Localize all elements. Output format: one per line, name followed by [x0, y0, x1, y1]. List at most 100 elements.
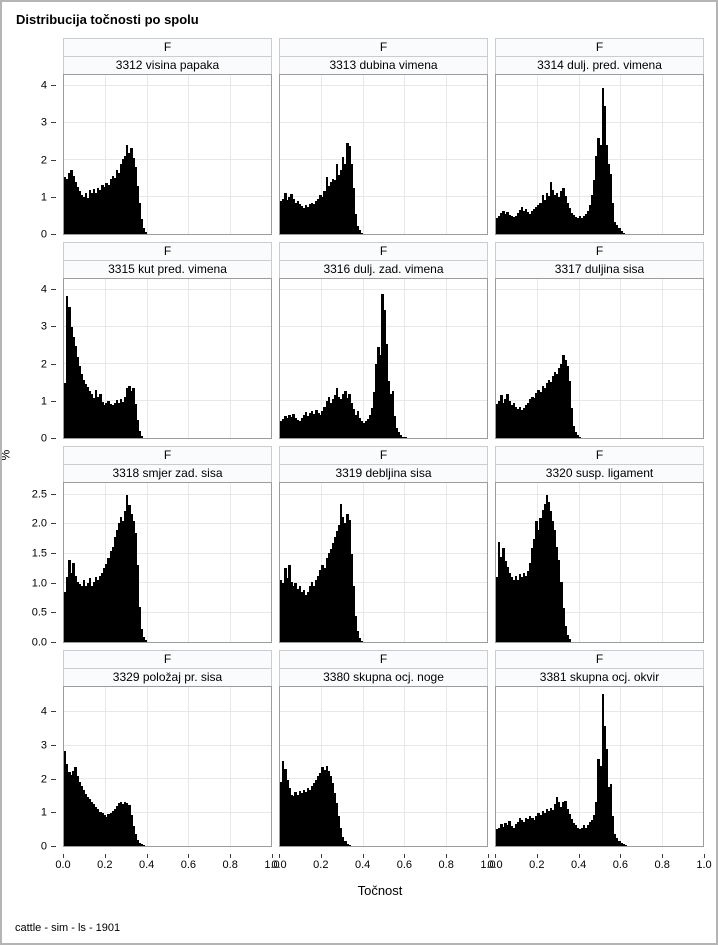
vertical-gridline	[578, 279, 580, 438]
histogram-bar	[140, 844, 143, 846]
panel-group-strip: F	[63, 650, 272, 669]
y-tick-mark	[51, 812, 56, 814]
x-tick-label: 0.8	[438, 859, 454, 871]
lattice-row: 0 1 2 3 4 F 3329 položaj pr. sisa F 3380 skupna …	[10, 650, 704, 852]
histogram-bar	[360, 232, 364, 234]
histogram-bar	[618, 228, 621, 234]
x-axis: 0.0 0.2 0.4 0.6 0.8 1.0 0.0 0.2 0.4 0.6 0.8 1.0 0.0 0…	[10, 854, 712, 874]
plot-area	[63, 686, 272, 847]
histogram-bar	[522, 408, 526, 438]
histogram-bar	[589, 821, 592, 846]
vertical-gridline	[661, 687, 663, 846]
vertical-gridline	[445, 279, 447, 438]
histogram-bar	[97, 809, 100, 846]
histogram-bar	[498, 215, 501, 234]
histogram-bar	[294, 792, 297, 846]
histogram-bar	[132, 388, 135, 438]
horizontal-gridline	[496, 289, 703, 291]
histogram-bar	[130, 148, 133, 234]
y-tick-mark	[51, 642, 56, 643]
histogram-bar	[498, 541, 501, 642]
vertical-gridline	[404, 483, 406, 642]
histogram-bar	[358, 230, 362, 234]
histogram-bar	[533, 208, 536, 234]
horizontal-gridline	[280, 552, 487, 554]
histogram-bar	[574, 217, 578, 234]
y-tick-label: 2	[40, 773, 47, 786]
histogram-bar	[321, 411, 324, 438]
histogram-bar	[292, 586, 295, 642]
histogram-bar	[344, 523, 347, 642]
horizontal-gridline	[496, 400, 703, 402]
histogram-bar	[533, 398, 536, 438]
histogram-bar	[566, 202, 569, 234]
x-tick-label: 0.0	[55, 859, 71, 871]
histogram-bar	[298, 586, 301, 642]
histogram-bar	[529, 213, 532, 234]
horizontal-gridline	[64, 122, 271, 124]
histogram-bar	[529, 399, 532, 438]
histogram-bar	[315, 410, 318, 438]
histogram-bar	[302, 208, 306, 234]
histogram-bar	[611, 815, 615, 846]
histogram-bar	[564, 625, 567, 642]
histogram-bar	[553, 530, 557, 642]
histogram-bar	[529, 815, 532, 846]
histogram-bar	[574, 432, 578, 438]
histogram-bar	[327, 396, 330, 438]
histogram-bar	[352, 409, 355, 438]
histogram-bar	[111, 810, 114, 846]
histogram-bar	[78, 584, 81, 642]
histogram-bar	[107, 814, 110, 846]
histogram-bar	[88, 390, 92, 438]
histogram-bar	[136, 420, 139, 438]
vertical-gridline	[105, 279, 107, 438]
histogram-bar	[350, 163, 353, 234]
histogram-bar	[562, 187, 565, 234]
histogram-bar	[64, 591, 67, 642]
histogram-bar	[622, 844, 625, 846]
histogram-bar	[369, 415, 372, 438]
histogram-bar	[387, 380, 390, 438]
histogram-bar	[311, 411, 314, 438]
histogram-bar	[78, 191, 81, 234]
histogram-bar	[70, 327, 73, 438]
histogram-bar	[331, 178, 335, 234]
histogram-bar	[498, 827, 501, 846]
y-tick-mark	[51, 744, 56, 746]
histogram-bar	[601, 87, 604, 234]
histogram-bar	[531, 817, 534, 846]
histogram-bar	[562, 607, 565, 642]
histogram-bar	[556, 374, 559, 438]
vertical-gridline	[146, 687, 148, 846]
histogram-bar	[527, 571, 530, 642]
histogram-bar	[337, 815, 341, 846]
histogram-bar	[514, 576, 517, 642]
histogram-bar	[568, 380, 571, 438]
horizontal-gridline	[496, 711, 703, 713]
histogram-bar	[578, 829, 582, 846]
vertical-gridline	[188, 483, 190, 642]
histogram-bar	[319, 195, 322, 234]
x-tick-label: 0.6	[396, 859, 413, 871]
histogram-bar	[115, 805, 119, 846]
histogram-bar	[66, 764, 69, 846]
x-tick-label: 0.6	[612, 859, 629, 871]
histogram-bar	[496, 403, 499, 438]
histogram-bar	[126, 494, 129, 642]
horizontal-gridline	[64, 196, 271, 198]
y-tick-mark	[51, 289, 56, 291]
histogram-bar	[282, 583, 285, 642]
histogram-bar	[366, 418, 370, 438]
histogram-bar	[288, 197, 291, 234]
histogram-bar	[284, 415, 287, 438]
histogram-bar	[80, 785, 83, 846]
horizontal-gridline	[280, 85, 487, 87]
histogram-bar	[134, 533, 137, 642]
panel-title-strip: 3313 dubina vimena	[279, 56, 488, 75]
histogram-bar	[321, 565, 324, 642]
histogram-bar	[375, 364, 378, 438]
histogram-bar	[74, 576, 77, 642]
panel-group-strip: F	[279, 446, 488, 465]
histogram-bar	[315, 779, 318, 846]
